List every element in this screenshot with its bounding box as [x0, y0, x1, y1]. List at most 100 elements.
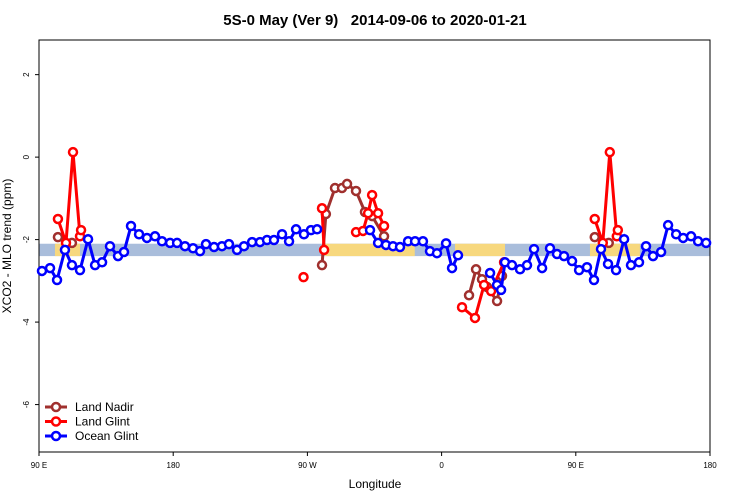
data-point — [604, 146, 616, 158]
data-point — [558, 250, 570, 262]
data-point — [491, 295, 503, 307]
data-point — [75, 224, 87, 236]
data-point — [96, 257, 108, 268]
data-point — [276, 228, 288, 240]
data-point — [633, 257, 645, 268]
data-point — [118, 246, 130, 258]
data-point — [463, 290, 475, 301]
data-point — [52, 213, 64, 225]
series — [52, 178, 615, 307]
data-point — [268, 234, 280, 246]
data-point — [581, 261, 593, 273]
legend-label: Land Glint — [75, 415, 130, 429]
data-point — [640, 240, 652, 252]
y-tick-label: -4 — [22, 318, 31, 326]
data-point — [125, 220, 137, 232]
series-line — [320, 208, 326, 250]
data-point — [67, 146, 79, 158]
data-point — [36, 265, 48, 277]
data-point — [179, 240, 191, 252]
data-point — [372, 207, 384, 219]
x-axis-label: Longitude — [349, 477, 402, 491]
data-point — [223, 238, 235, 250]
data-point — [59, 244, 71, 256]
data-point — [521, 259, 533, 271]
legend-marker — [50, 430, 62, 442]
data-point — [589, 213, 600, 225]
data-point — [364, 224, 376, 236]
data-point — [446, 262, 458, 274]
data-point — [610, 264, 622, 276]
data-point — [692, 236, 704, 247]
data-point — [74, 264, 86, 276]
chart-title: 5S-0 May (Ver 9) 2014-09-06 to 2020-01-2… — [223, 12, 527, 29]
data-point — [588, 274, 600, 286]
data-point — [298, 271, 309, 283]
x-tick-label: 180 — [703, 461, 717, 470]
data-point — [350, 185, 362, 197]
data-point — [618, 233, 630, 245]
x-tick-label: 90 E — [31, 461, 47, 470]
data-point — [528, 243, 540, 255]
y-tick-label: 2 — [22, 72, 31, 77]
data-point — [700, 237, 712, 249]
data-point — [456, 301, 468, 313]
x-tick-label: 90 E — [568, 461, 584, 470]
data-point — [625, 259, 637, 271]
legend-label: Land Nadir — [75, 400, 134, 414]
data-point — [536, 262, 548, 274]
data-point — [82, 233, 94, 245]
data-point — [544, 243, 556, 254]
data-point — [141, 232, 153, 244]
data-point — [51, 274, 63, 286]
data-point — [104, 240, 116, 252]
data-point — [478, 279, 490, 291]
data-point — [362, 207, 374, 219]
data-point — [484, 267, 496, 279]
data-point — [316, 203, 328, 214]
data-point — [149, 231, 161, 242]
data-point — [589, 231, 600, 243]
data-point — [440, 238, 452, 249]
data-point — [290, 224, 302, 235]
y-tick-label: 0 — [22, 154, 31, 159]
legend-label: Ocean Glint — [75, 429, 139, 443]
data-point — [647, 250, 659, 262]
data-point — [366, 189, 378, 201]
data-point — [156, 236, 168, 247]
series — [36, 219, 712, 296]
data-point — [394, 241, 406, 253]
data-point — [655, 246, 667, 258]
data-point — [469, 312, 481, 324]
highlight-range — [455, 243, 505, 257]
data-point — [311, 224, 323, 235]
x-tick-label: 0 — [439, 461, 444, 470]
legend-marker — [50, 401, 62, 413]
data-point — [602, 258, 614, 270]
y-axis-label: XCO2 - MLO trend (ppm) — [0, 179, 14, 314]
data-point — [194, 245, 206, 257]
y-tick-label: -6 — [22, 400, 31, 408]
data-point — [566, 255, 578, 267]
data-point — [417, 236, 429, 247]
data-point — [452, 250, 464, 261]
data-point — [66, 259, 78, 271]
data-point — [238, 240, 250, 252]
data-point — [431, 247, 443, 259]
data-point — [685, 231, 697, 242]
legend-marker — [50, 416, 62, 427]
x-tick-label: 180 — [167, 461, 181, 470]
data-point — [200, 238, 212, 250]
data-point — [595, 243, 607, 255]
data-point — [318, 244, 330, 256]
data-point — [133, 228, 145, 240]
data-point — [506, 259, 518, 271]
data-point — [44, 262, 56, 274]
data-point — [485, 285, 497, 297]
data-point — [283, 236, 295, 247]
data-point — [378, 220, 390, 232]
y-tick-label: -2 — [22, 236, 31, 244]
data-point — [341, 178, 353, 190]
